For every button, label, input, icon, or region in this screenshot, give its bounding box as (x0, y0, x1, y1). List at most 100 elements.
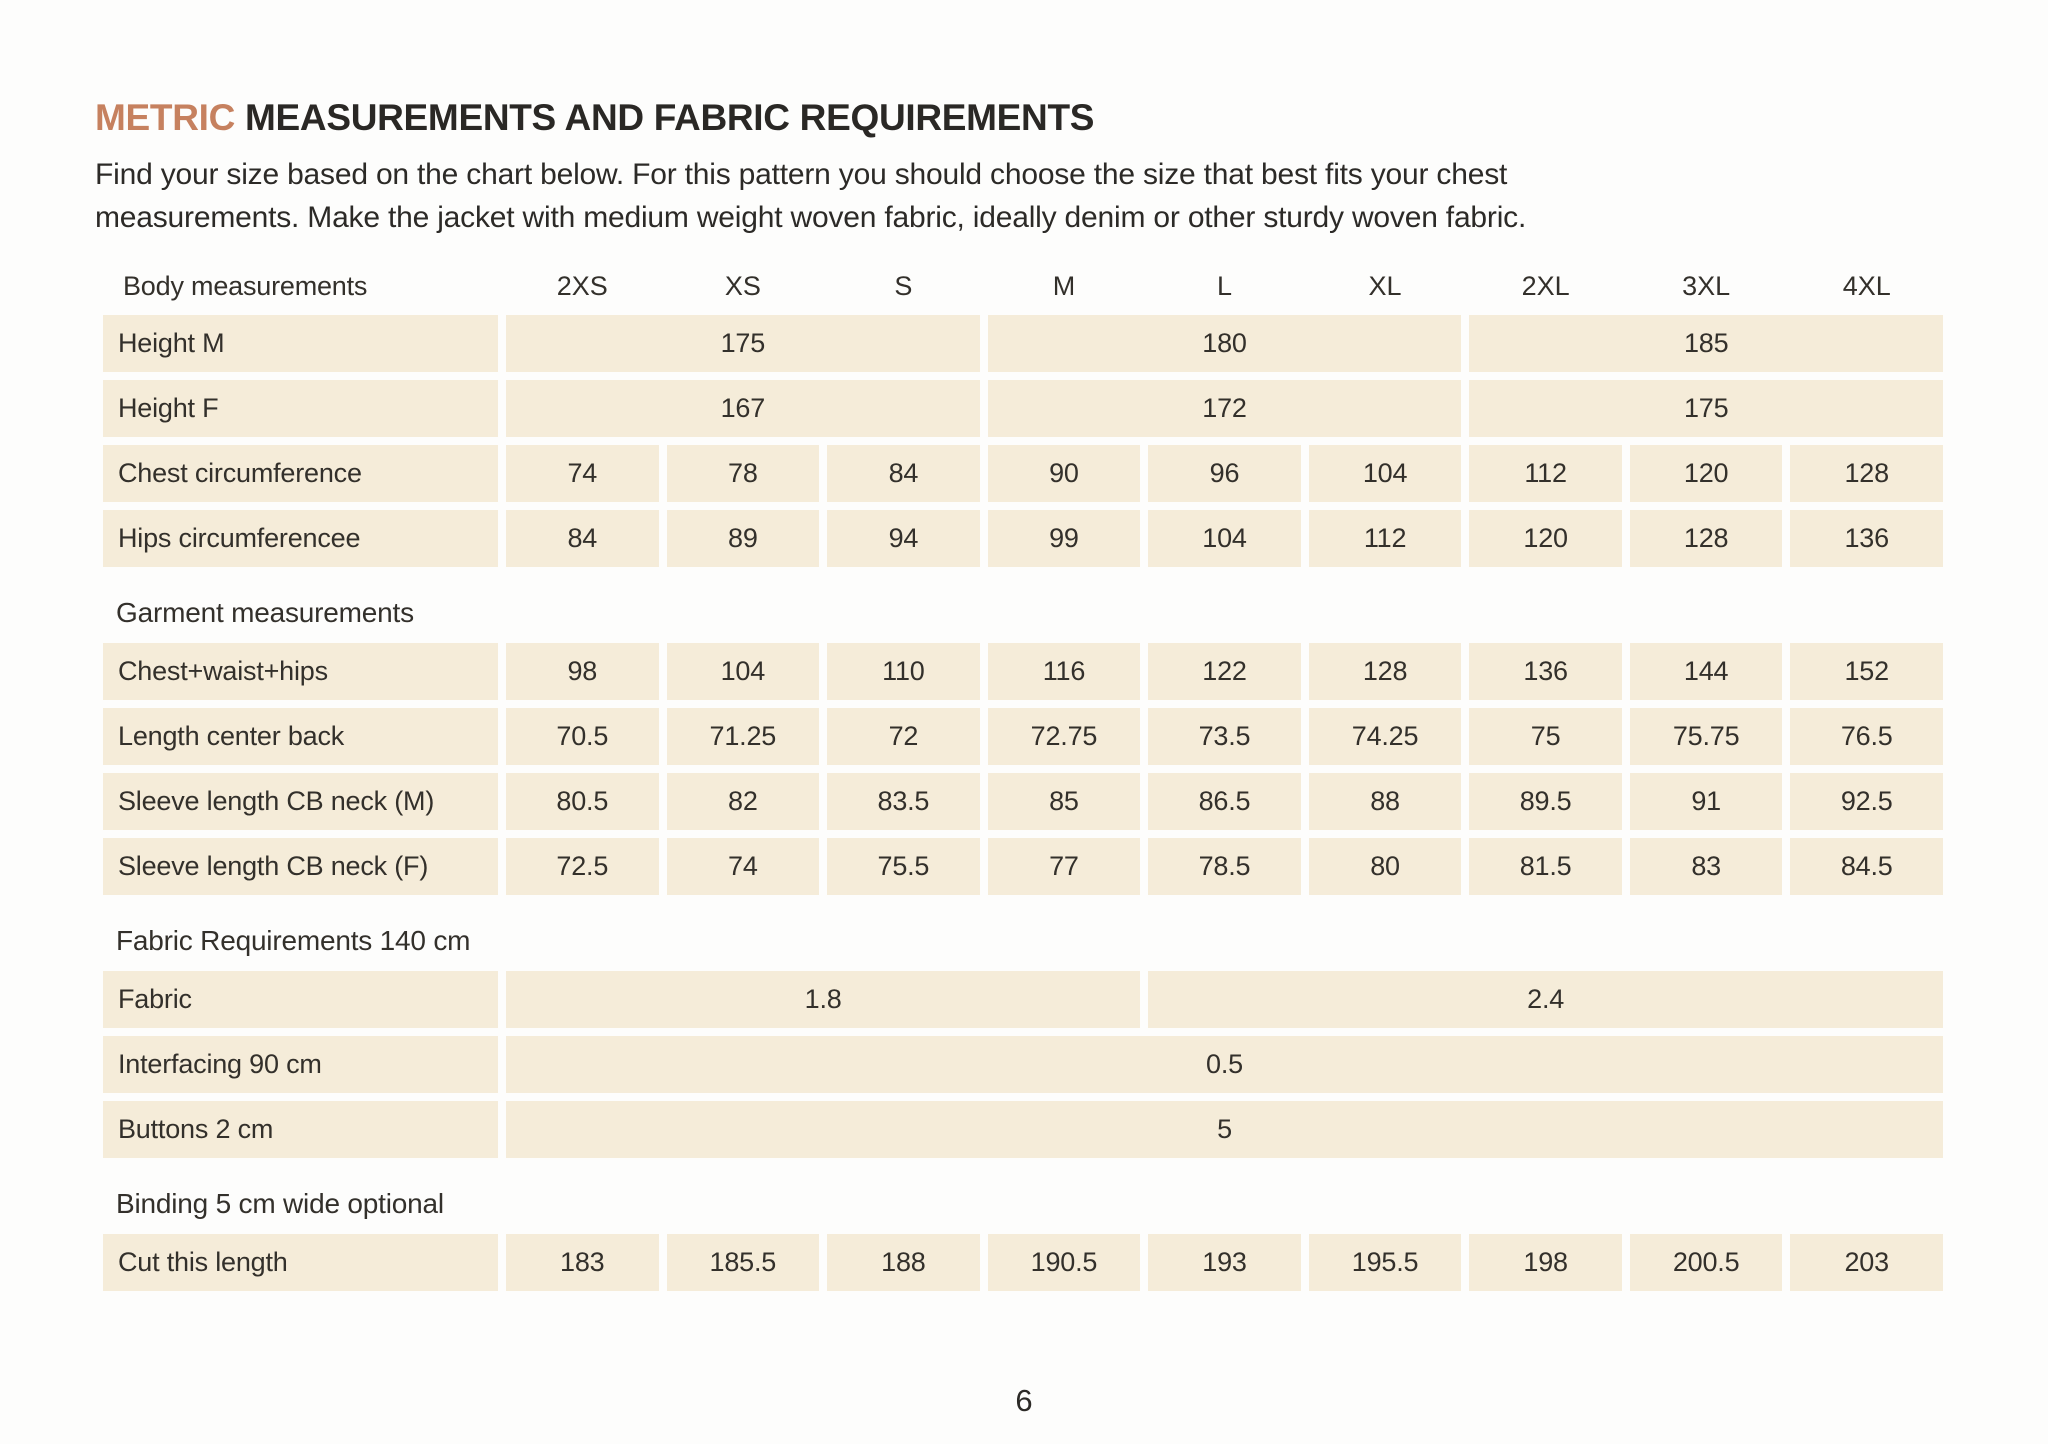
data-cell: 89.5 (1469, 773, 1622, 830)
column-header-xl: XL (1368, 271, 1402, 301)
data-cell: 82 (666, 773, 820, 830)
intro-paragraph: Find your size based on the chart below.… (95, 153, 1943, 239)
data-cell: 70.5 (506, 708, 659, 765)
data-cell: 90 (987, 445, 1141, 502)
row-label: Length center back (103, 708, 498, 765)
table-row-fabric: Fabric 1.8 2.4 (103, 971, 1943, 1028)
data-cell: 122 (1148, 643, 1301, 700)
column-header-l: L (1216, 271, 1232, 301)
data-cell: 75.5 (827, 838, 980, 895)
data-cell: 0.5 (506, 1036, 1943, 1093)
data-cell: 185.5 (666, 1234, 820, 1291)
data-cell: 84.5 (1790, 838, 1943, 895)
row-label: Height M (103, 315, 498, 372)
data-cell: 172 (987, 380, 1462, 437)
data-cell: 91 (1629, 773, 1783, 830)
table-row-hips-circumferencee: Hips circumferencee 84 89 94 99 104 112 120 128 1… (103, 510, 1943, 567)
data-cell: 190.5 (987, 1234, 1141, 1291)
data-cell: 104 (666, 643, 820, 700)
row-label: Chest+waist+hips (103, 643, 498, 700)
data-cell: 99 (987, 510, 1141, 567)
data-cell: 195.5 (1308, 1234, 1462, 1291)
column-header-3xl: 3XL (1682, 271, 1731, 301)
data-cell: 128 (1790, 445, 1943, 502)
data-cell: 78.5 (1148, 838, 1301, 895)
row-label: Cut this length (103, 1234, 498, 1291)
data-cell: 144 (1629, 643, 1783, 700)
data-cell: 72 (827, 708, 980, 765)
title-accent: METRIC (95, 97, 236, 138)
data-cell: 5 (506, 1101, 1943, 1158)
data-cell: 74 (506, 445, 659, 502)
data-cell: 77 (987, 838, 1141, 895)
data-cell: 120 (1469, 510, 1622, 567)
data-cell: 128 (1308, 643, 1462, 700)
data-cell: 152 (1790, 643, 1943, 700)
data-cell: 76.5 (1790, 708, 1943, 765)
table-row-interfacing-90-cm: Interfacing 90 cm 0.5 (103, 1036, 1943, 1093)
data-cell: 200.5 (1629, 1234, 1783, 1291)
data-cell: 98 (506, 643, 659, 700)
section-title-fabric-requirements-140-cm: Fabric Requirements 140 cm (116, 925, 471, 956)
data-cell: 167 (506, 380, 980, 437)
data-cell: 73.5 (1148, 708, 1301, 765)
column-header-s: S (894, 271, 913, 301)
page-number: 6 (1015, 1383, 1033, 1418)
table-row-height-m: Height M 175 180 185 (103, 315, 1943, 372)
data-cell: 80 (1308, 838, 1462, 895)
column-header-4xl: 4XL (1842, 271, 1891, 301)
row-label: Sleeve length CB neck (M) (103, 773, 498, 830)
section-title-body-measurements: Body measurements (123, 271, 368, 301)
size-table: Body measurements 2XS XS S M L XL 2XL 3XL 4XL Heig… (103, 271, 1943, 1291)
table-header-row: Body measurements 2XS XS S M L XL 2XL 3XL 4XL (103, 271, 1943, 301)
data-cell: 84 (827, 445, 980, 502)
table-row-chest-waist-hips: Chest+waist+hips 98 104 110 116 122 128 136 144 1… (103, 643, 1943, 700)
table-row-cut-this-length: Cut this length 183 185.5 188 190.5 193 195.5 1… (103, 1234, 1943, 1291)
table-row-sleeve-length-cb-neck-m: Sleeve length CB neck (M) 80.5 82 83.5 85 86.… (103, 773, 1943, 830)
data-cell: 84 (506, 510, 659, 567)
data-cell: 80.5 (506, 773, 659, 830)
data-cell: 104 (1148, 510, 1301, 567)
data-cell: 136 (1790, 510, 1943, 567)
data-cell: 183 (506, 1234, 659, 1291)
data-cell: 78 (666, 445, 820, 502)
data-cell: 193 (1148, 1234, 1301, 1291)
data-cell: 1.8 (506, 971, 1141, 1028)
section-title-garment-measurements: Garment measurements (116, 597, 414, 628)
table-row-sleeve-length-cb-neck-f: Sleeve length CB neck (F) 72.5 74 75.5 77 78.… (103, 838, 1943, 895)
data-cell: 180 (987, 315, 1462, 372)
data-cell: 81.5 (1469, 838, 1622, 895)
intro-line-1: Find your size based on the chart below.… (95, 158, 1508, 191)
column-header-2xs: 2XS (556, 271, 608, 301)
data-cell: 89 (666, 510, 820, 567)
row-label: Buttons 2 cm (103, 1101, 498, 1158)
data-cell: 128 (1629, 510, 1783, 567)
table-row-chest-circumference: Chest circumference 74 78 84 90 96 104 112 120 12… (103, 445, 1943, 502)
data-cell: 112 (1308, 510, 1462, 567)
table-row-buttons-2-cm: Buttons 2 cm 5 (103, 1101, 1943, 1158)
data-cell: 188 (827, 1234, 980, 1291)
row-label: Hips circumferencee (103, 510, 498, 567)
data-cell: 92.5 (1790, 773, 1943, 830)
data-cell: 198 (1469, 1234, 1622, 1291)
data-cell: 83 (1629, 838, 1783, 895)
row-label: Interfacing 90 cm (103, 1036, 498, 1093)
data-cell: 175 (1469, 380, 1943, 437)
data-cell: 86.5 (1148, 773, 1301, 830)
column-header-2xl: 2XL (1521, 271, 1570, 301)
data-cell: 88 (1308, 773, 1462, 830)
page-title: METRIC MEASUREMENTS AND FABRIC REQUIREME… (95, 97, 1943, 139)
data-cell: 203 (1790, 1234, 1943, 1291)
column-header-m: M (1052, 271, 1076, 301)
data-cell: 2.4 (1148, 971, 1943, 1028)
row-label: Fabric (103, 971, 498, 1028)
data-cell: 83.5 (827, 773, 980, 830)
data-cell: 116 (987, 643, 1141, 700)
data-cell: 185 (1469, 315, 1943, 372)
data-cell: 104 (1308, 445, 1462, 502)
data-cell: 94 (827, 510, 980, 567)
data-cell: 120 (1629, 445, 1783, 502)
data-cell: 110 (827, 643, 980, 700)
data-cell: 112 (1469, 445, 1622, 502)
data-cell: 85 (987, 773, 1141, 830)
